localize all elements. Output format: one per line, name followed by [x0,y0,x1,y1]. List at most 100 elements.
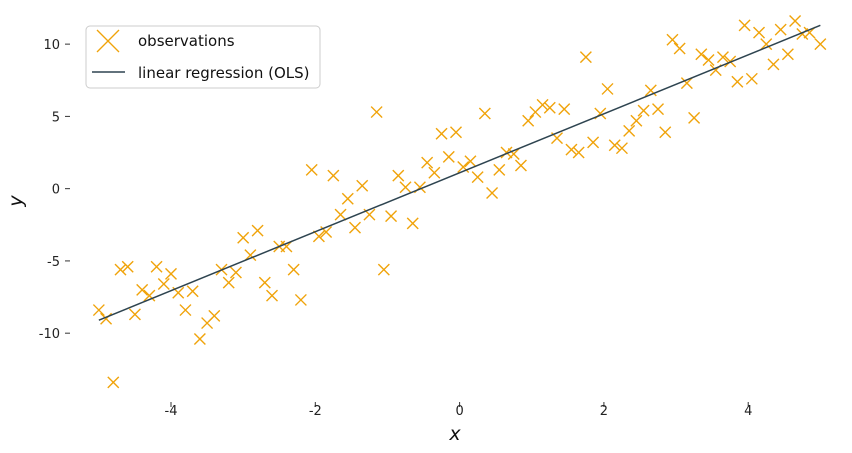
y-axis-label: y [5,195,27,208]
observation-point [136,283,149,296]
observation-point [630,114,643,127]
observation-point [572,146,585,159]
observation-point [294,293,307,306]
observation-point [305,163,318,176]
observation-point [399,181,412,194]
observation-point [457,160,470,173]
y-tick-label: 5 [52,110,60,125]
observation-point [781,48,794,61]
observation-point [186,285,199,298]
observation-point [327,169,340,182]
observation-point [392,169,405,182]
observation-point [652,103,665,116]
observation-point [680,77,693,90]
x-ticks: -4 -2 0 2 4 [165,402,752,419]
observation-point [760,38,773,51]
observation-point [377,263,390,276]
observation-point [673,42,686,55]
observation-point [450,126,462,139]
observation-point [251,224,264,237]
observation-point [601,82,614,95]
observation-point [442,150,455,163]
observation-point [789,15,802,28]
chart-marks [92,15,827,389]
observation-point [774,23,787,36]
y-tick-label: -5 [47,255,60,270]
legend-box [85,25,321,89]
observation-point [92,304,105,317]
observation-point [565,143,578,156]
legend: observations linear regression (OLS) [85,25,321,89]
observation-point [341,192,354,205]
observation-point [370,106,383,119]
observation-point [522,114,535,127]
observation-point [486,186,499,199]
observation-point [738,19,751,32]
observation-point [688,111,701,124]
observation-point [150,260,163,273]
observation-point [229,266,242,279]
observation-point [266,289,279,302]
regression-line [98,24,821,321]
observation-point [514,159,527,172]
observation-point [659,126,672,139]
observation-point [623,124,636,137]
observation-point [500,146,513,159]
observation-point [478,107,491,120]
x-tick-label: -2 [309,404,322,419]
observation-point [287,263,300,276]
observation-point [731,75,744,88]
y-tick-label: 10 [43,38,60,53]
observation-point [385,210,398,223]
observation-point [558,103,571,116]
observation-point [615,142,628,155]
observation-point [493,163,506,176]
x-tick-label: 2 [600,404,608,419]
observation-point [179,304,192,317]
observation-point [128,308,141,321]
observation-point [753,26,766,39]
y-tick-label: -10 [39,327,60,342]
observation-point [193,332,206,345]
x-tick-label: -4 [165,404,178,419]
legend-label-observations: observations [138,32,235,50]
observation-point [421,156,434,169]
observation-point [406,217,419,230]
observation-point [114,263,127,276]
x-tick-label: 4 [744,404,752,419]
observation-point [435,127,448,140]
observation-point [428,166,441,179]
observation-point [208,309,221,322]
observation-point [121,260,134,273]
observation-point [464,155,477,168]
observation-point [356,179,369,192]
observation-point [165,267,178,280]
observation-point [587,136,600,149]
observation-point [536,98,549,111]
observation-point [695,48,708,61]
observation-point [745,72,758,85]
observation-point [796,28,809,41]
observation-point [767,58,780,71]
observation-point [814,38,827,51]
observation-point [222,276,235,289]
observation-point [312,230,325,243]
observation-point [143,289,156,302]
x-tick-label: 0 [455,404,463,419]
observation-point [507,147,520,160]
observation-point [543,101,556,114]
observation-point [702,54,715,67]
legend-marker-observations [96,29,120,53]
legend-label-regression: linear regression (OLS) [138,64,310,82]
y-ticks: -10 -5 0 5 10 [39,38,70,342]
observation-point [644,84,657,97]
observation-point [666,33,679,46]
observation-point [716,51,729,64]
observation-point [157,278,170,291]
observation-point [608,139,621,152]
x-axis-label: x [448,423,461,445]
observation-point [471,171,484,184]
observation-point [237,231,250,244]
y-tick-label: 0 [52,183,60,198]
